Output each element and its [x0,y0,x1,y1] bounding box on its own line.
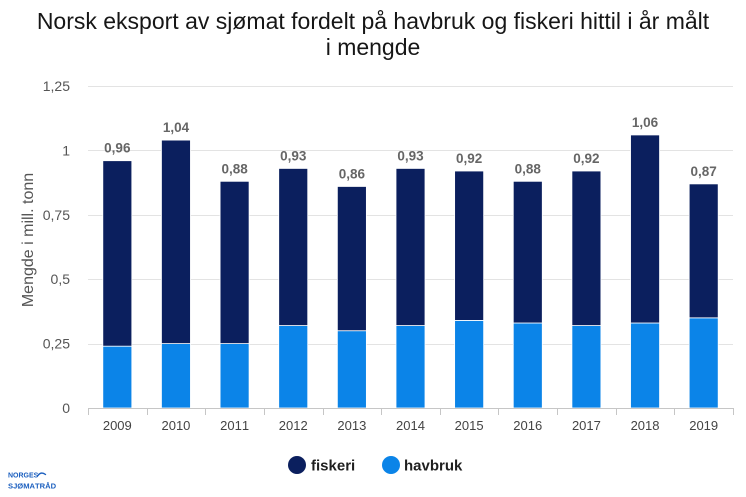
bar-fiskeri-2009 [102,160,133,347]
bar-fiskeri-2018 [630,134,660,324]
total-label: 1,06 [632,115,659,130]
logo-line-2: SJØMATRÅD [8,482,57,491]
x-tick-label: 2014 [396,418,425,433]
bar-havbruk-2010 [161,343,191,409]
legend-item-fiskeri[interactable]: fiskeri [288,456,355,475]
x-tick-label: 2016 [513,418,542,433]
total-label: 0,88 [515,161,542,176]
x-tick-label: 2010 [161,418,190,433]
y-tick-label: 1 [62,142,70,158]
bar-fiskeri-2014 [395,168,426,326]
x-tick-label: 2013 [337,418,366,433]
x-tick-label: 2019 [689,418,718,433]
x-tick-label: 2017 [572,418,601,433]
total-label: 0,92 [456,151,482,166]
legend-marker-havbruk [382,456,400,474]
bar-havbruk-2009 [102,345,133,409]
x-axis: 2009 2010 2011 2012 2013 2014 2015 2016 2017 2018… [88,408,734,433]
y-tick-label: 0,75 [43,207,70,223]
total-labels: 0,96 1,04 0,88 0,93 0,86 0,93 0,92 0,88 0,92 1,06… [104,115,717,182]
bar-havbruk-2015 [454,320,485,409]
logo: NORGES SJØMATRÅD [8,472,57,491]
total-label: 1,04 [163,120,190,135]
total-label: 0,93 [397,148,424,163]
y-tick-label: 0,5 [51,271,71,287]
total-label: 0,86 [339,166,366,181]
bar-havbruk-2013 [336,330,367,409]
bar-fiskeri-2017 [571,170,602,326]
y-tick-label: 0 [62,400,70,416]
bars [102,134,719,409]
bar-havbruk-2016 [512,322,543,409]
x-tick-label: 2015 [455,418,484,433]
bar-havbruk-2017 [571,325,602,409]
x-tick-label: 2018 [631,418,660,433]
bar-havbruk-2014 [395,325,426,409]
bar-fiskeri-2015 [454,170,485,321]
y-tick-label: 0,25 [43,336,70,352]
logo-line-1: NORGES [8,473,39,480]
bar-fiskeri-2011 [219,180,250,344]
y-axis-title: Mengde i mill. tonn [20,173,37,307]
total-label: 0,96 [104,141,131,156]
total-label: 0,92 [573,151,599,166]
legend-label-fiskeri: fiskeri [311,458,355,475]
chart-title: Norsk eksport av sjømat fordelt på havbr… [36,8,710,60]
legend-marker-fiskeri [288,456,306,474]
bar-fiskeri-2016 [512,180,543,324]
total-label: 0,93 [280,148,307,163]
bar-havbruk-2011 [219,343,250,409]
x-tick-label: 2009 [103,418,132,433]
y-tick-label: 1,25 [43,78,70,94]
bar-havbruk-2018 [630,322,660,409]
y-axis-tick-labels: 0 0,25 0,5 0,75 1 1,25 [43,78,70,416]
total-label: 0,87 [691,164,717,179]
legend: fiskeri havbruk [288,456,463,475]
bar-havbruk-2019 [688,317,719,409]
bar-fiskeri-2019 [688,183,719,319]
bar-fiskeri-2012 [278,168,309,326]
bar-havbruk-2012 [278,325,309,409]
x-tick-label: 2011 [220,418,249,433]
total-label: 0,88 [221,161,248,176]
bar-fiskeri-2013 [336,186,367,332]
x-tick-label: 2012 [279,418,308,433]
legend-item-havbruk[interactable]: havbruk [382,456,463,475]
logo-wave-icon [36,472,47,477]
bar-fiskeri-2010 [161,139,191,344]
legend-label-havbruk: havbruk [404,458,463,475]
